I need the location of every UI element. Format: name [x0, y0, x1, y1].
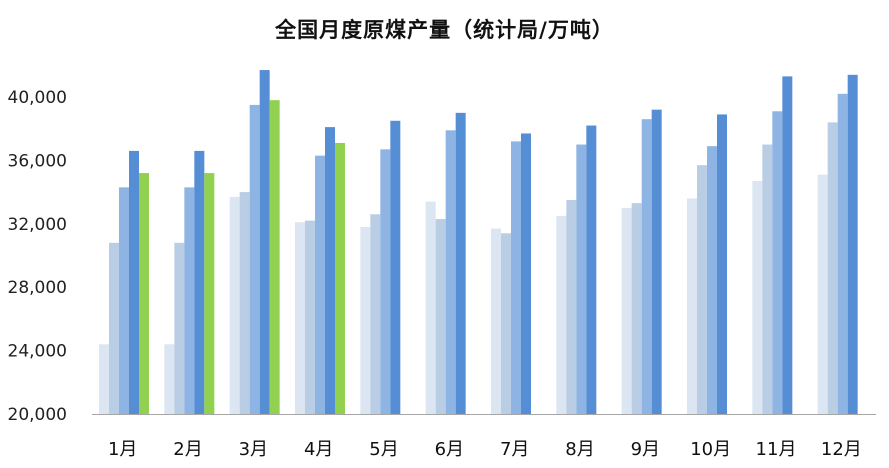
bar-4-3 — [259, 70, 270, 415]
x-tick-label: 2月 — [173, 439, 202, 460]
bar-1-11 — [752, 181, 763, 414]
bar-2-2 — [174, 242, 185, 414]
bar-4-5 — [390, 120, 401, 415]
bar-2-8 — [566, 200, 577, 414]
x-tick-label: 3月 — [239, 439, 268, 460]
bar-5-4 — [335, 142, 345, 414]
y-tick-label: 28,000 — [8, 278, 67, 298]
y-tick-label: 32,000 — [8, 215, 67, 235]
bar-3-11 — [772, 111, 783, 414]
bar-3-8 — [576, 144, 587, 415]
bar-4-9 — [651, 109, 662, 415]
x-tick-label: 11月 — [756, 439, 797, 460]
bar-2-9 — [631, 203, 642, 414]
bar-5-2 — [204, 173, 215, 414]
bar-1-2 — [164, 344, 175, 414]
bar-2-12 — [827, 122, 838, 415]
x-tick-label: 4月 — [304, 439, 333, 460]
bar-1-7 — [491, 228, 501, 414]
x-tick-label: 10月 — [690, 439, 731, 460]
bar-4-1 — [129, 150, 139, 414]
bar-5-1 — [139, 173, 149, 414]
bar-1-5 — [360, 226, 371, 414]
bar-3-10 — [707, 146, 717, 414]
y-tick-label: 24,000 — [8, 342, 67, 362]
bar-4-10 — [717, 114, 727, 414]
bar-3-6 — [445, 130, 456, 414]
x-tick-label: 1月 — [108, 439, 137, 460]
bar-3-2 — [184, 187, 195, 414]
bar-4-12 — [847, 74, 858, 414]
bar-2-4 — [305, 220, 315, 414]
bar-2-7 — [501, 233, 511, 414]
bar-3-12 — [837, 93, 848, 414]
x-tick-label: 5月 — [369, 439, 398, 460]
bar-2-6 — [435, 219, 446, 414]
bar-4-2 — [194, 150, 205, 414]
bar-4-4 — [325, 127, 335, 415]
bar-1-3 — [229, 196, 240, 414]
y-tick-label: 36,000 — [8, 151, 67, 171]
bar-4-11 — [782, 76, 793, 415]
bar-2-1 — [109, 242, 119, 414]
bar-1-6 — [425, 201, 436, 414]
bar-3-3 — [249, 104, 260, 415]
bar-1-4 — [295, 222, 305, 414]
bar-1-10 — [687, 198, 697, 414]
bar-5-3 — [269, 100, 280, 415]
chart-title: 全国月度原煤产量（统计局/万吨） — [275, 18, 614, 42]
bar-3-9 — [641, 119, 652, 414]
x-tick-label: 7月 — [500, 439, 529, 460]
bar-4-6 — [455, 112, 466, 414]
bar-1-12 — [817, 174, 828, 414]
bar-2-10 — [697, 165, 707, 414]
bar-2-3 — [239, 192, 250, 414]
y-tick-label: 20,000 — [8, 405, 67, 425]
x-tick-label: 12月 — [821, 439, 862, 460]
bar-4-7 — [521, 133, 531, 414]
bar-1-9 — [621, 207, 632, 414]
x-tick-label: 6月 — [435, 439, 464, 460]
bar-3-5 — [380, 149, 391, 414]
bar-2-11 — [762, 144, 773, 415]
bar-3-4 — [315, 155, 325, 414]
bar-3-7 — [511, 141, 521, 414]
bar-1-1 — [99, 344, 109, 414]
x-tick-label: 9月 — [631, 439, 660, 460]
bar-3-1 — [119, 187, 129, 414]
y-tick-label: 40,000 — [8, 88, 67, 108]
bar-1-8 — [556, 215, 567, 414]
bar-4-8 — [586, 125, 597, 414]
bar-2-5 — [370, 214, 381, 414]
x-tick-label: 8月 — [565, 439, 594, 460]
